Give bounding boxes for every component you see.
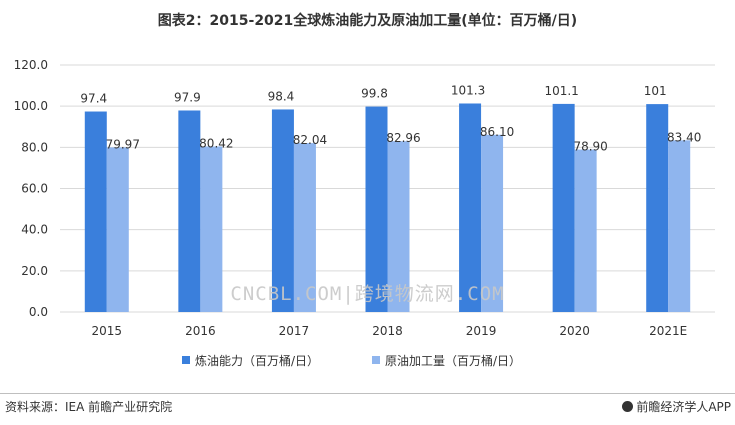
bar-crude-throughput — [106, 147, 129, 312]
footer-divider — [0, 393, 735, 394]
data-label: 101.1 — [544, 84, 578, 98]
watermark: CNCBL.COM|跨境物流网.COM — [230, 283, 505, 305]
bar-crude-throughput — [200, 146, 223, 312]
brand-credit: 前瞻经济学人APP — [622, 398, 731, 415]
bar-refining-capacity — [178, 110, 201, 312]
legend-label: 炼油能力（百万桶/日） — [195, 353, 319, 368]
x-tick-label: 2020 — [559, 324, 590, 338]
bars: 97.4 79.97 97.9 80.42 98.4 82.04 99.8 82.96 101.… — [80, 83, 701, 313]
bar-refining-capacity — [365, 106, 388, 312]
bar-crude-throughput — [481, 134, 504, 312]
y-tick-label: 0.0 — [29, 305, 48, 319]
x-tick-label: 2017 — [279, 324, 310, 338]
data-label: 82.04 — [293, 133, 327, 147]
x-tick-label: 2021E — [649, 324, 687, 338]
data-label: 101 — [644, 84, 667, 98]
data-label: 99.8 — [361, 87, 388, 101]
bar-refining-capacity — [459, 103, 482, 312]
data-label: 82.96 — [386, 131, 420, 145]
y-axis: 0.0 20.0 40.0 60.0 80.0 100.0 120.0 — [14, 58, 48, 319]
legend-swatch — [182, 356, 190, 364]
brand-label: 前瞻经济学人APP — [636, 400, 731, 414]
x-axis: 2015 2016 2017 2018 2019 2020 2021E — [92, 324, 688, 338]
legend: 炼油能力（百万桶/日） 原油加工量（百万桶/日） — [182, 353, 521, 368]
chart-title: 图表2：2015-2021全球炼油能力及原油加工量(单位：百万桶/日) — [157, 13, 578, 29]
legend-label: 原油加工量（百万桶/日） — [385, 353, 521, 368]
data-label: 86.10 — [480, 125, 514, 139]
bar-refining-capacity — [271, 109, 294, 313]
y-tick-label: 120.0 — [14, 58, 48, 72]
bar-refining-capacity — [646, 104, 669, 312]
x-tick-label: 2019 — [466, 324, 497, 338]
bar-crude-throughput — [574, 149, 597, 312]
y-tick-label: 100.0 — [14, 99, 48, 113]
data-label: 97.9 — [174, 90, 201, 104]
x-tick-label: 2015 — [92, 324, 123, 338]
data-label: 78.90 — [573, 140, 607, 154]
bar-crude-throughput — [668, 140, 691, 312]
x-tick-label: 2018 — [372, 324, 403, 338]
y-tick-label: 40.0 — [21, 223, 48, 237]
legend-swatch — [372, 356, 380, 364]
y-tick-label: 80.0 — [21, 140, 48, 154]
data-label: 79.97 — [106, 137, 140, 151]
bar-crude-throughput — [293, 143, 316, 312]
bar-refining-capacity — [552, 103, 575, 312]
data-label: 80.42 — [199, 136, 233, 150]
bar-refining-capacity — [84, 111, 107, 312]
data-label: 97.4 — [80, 92, 107, 106]
y-tick-label: 20.0 — [21, 264, 48, 278]
source-note: 资料来源：IEA 前瞻产业研究院 — [5, 400, 173, 414]
bar-crude-throughput — [387, 141, 410, 312]
data-label: 98.4 — [268, 89, 295, 103]
x-tick-label: 2016 — [185, 324, 216, 338]
data-label: 83.40 — [667, 130, 701, 144]
y-tick-label: 60.0 — [21, 182, 48, 196]
data-label: 101.3 — [451, 83, 485, 97]
brand-logo-icon — [622, 401, 634, 412]
